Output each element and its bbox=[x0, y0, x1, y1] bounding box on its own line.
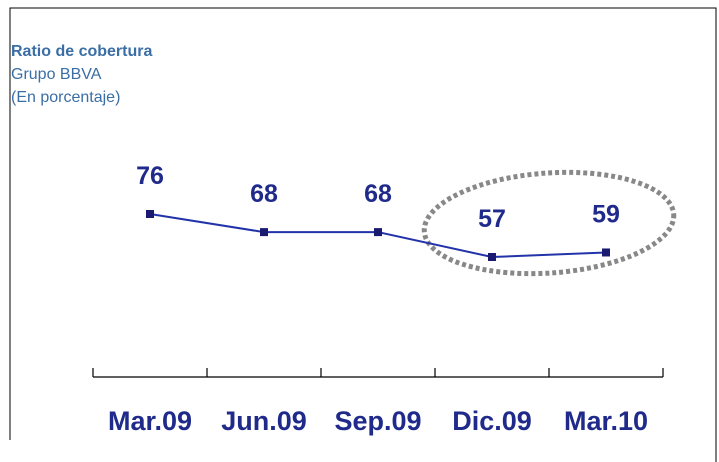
highlight-ellipse bbox=[421, 169, 677, 277]
marker bbox=[488, 253, 496, 261]
marker bbox=[374, 228, 382, 237]
value-label: 68 bbox=[364, 180, 392, 208]
value-label: 57 bbox=[478, 205, 506, 233]
frame bbox=[9, 7, 717, 462]
x-tick-label: Mar.10 bbox=[564, 406, 648, 436]
marker bbox=[146, 210, 154, 218]
value-label: 68 bbox=[250, 180, 278, 208]
marker bbox=[260, 228, 268, 237]
x-tick-label: Sep.09 bbox=[334, 406, 421, 436]
chart-title: Ratio de cobertura bbox=[11, 43, 152, 60]
unit-note: (En porcentaje) bbox=[11, 89, 120, 106]
x-tick-label: Dic.09 bbox=[452, 406, 532, 436]
x-tick-label: Mar.09 bbox=[108, 406, 192, 436]
chart-subtitle: Grupo BBVA bbox=[11, 66, 102, 83]
x-tick-label: Jun.09 bbox=[221, 406, 307, 436]
value-label: 59 bbox=[592, 200, 620, 228]
value-label: 76 bbox=[136, 162, 164, 190]
marker bbox=[602, 248, 610, 257]
